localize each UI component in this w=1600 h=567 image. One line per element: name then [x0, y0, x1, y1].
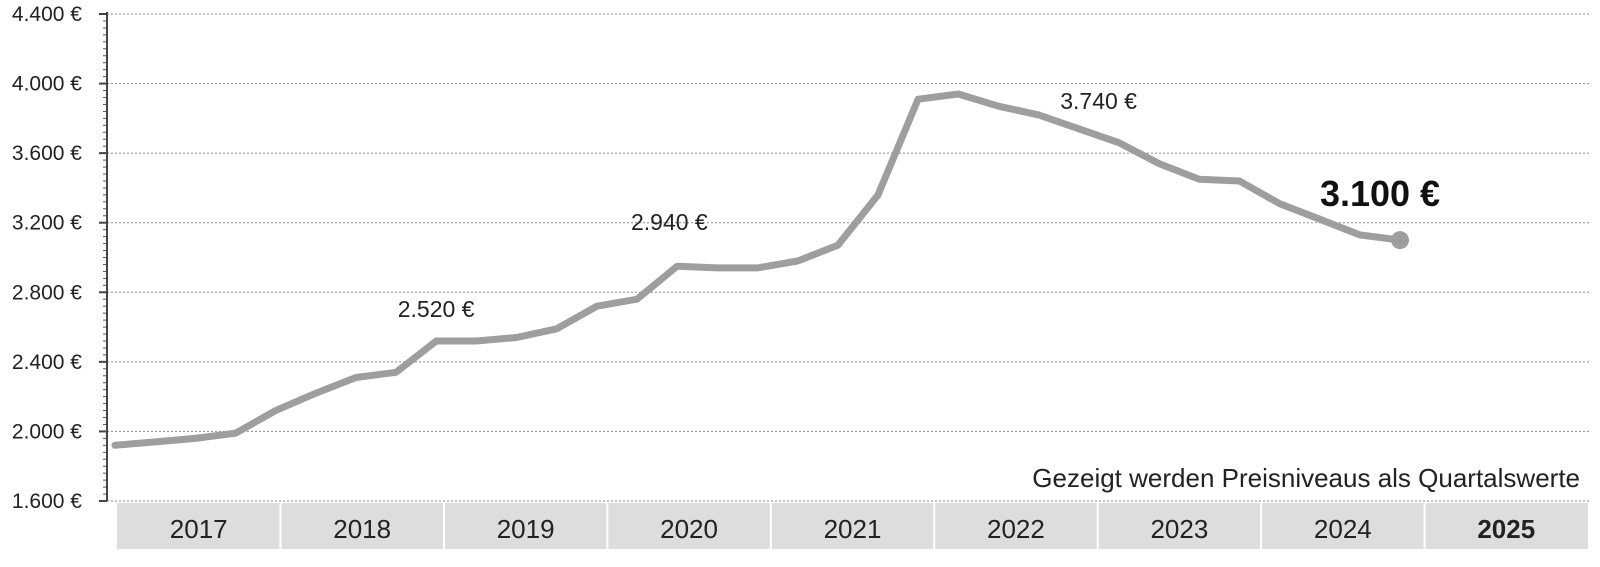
year-cell [1261, 503, 1425, 549]
x-tick-label: 2020 [660, 514, 718, 544]
x-axis-year-band: 2017 2018 2019 2020 2021 2022 2023 2024 2025 [117, 503, 1588, 549]
series-line [111, 90, 1409, 449]
year-cell [117, 503, 281, 549]
end-point-marker [1391, 231, 1409, 250]
annotations: 2.520 € 2.940 € 3.740 € 3.100 € [398, 88, 1440, 322]
x-tick-label: 2022 [987, 514, 1045, 544]
x-tick-label: 2021 [824, 514, 882, 544]
year-cell [1097, 503, 1262, 549]
data-label: 2.940 € [631, 209, 708, 235]
chart-note: Gezeigt werden Preisniveaus als Quartals… [1032, 463, 1580, 493]
y-axis: 1.600 € 2.000 € 2.400 € 2.800 € 3.200 € 3.600… [12, 3, 108, 513]
y-tick-label: 4.000 € [12, 73, 82, 96]
year-cell [443, 503, 608, 549]
y-tick-label: 1.600 € [12, 490, 82, 513]
year-cell [934, 503, 1098, 549]
year-cell [770, 503, 935, 549]
x-tick-label: 2019 [497, 514, 555, 544]
series-line-path [111, 90, 1404, 449]
x-tick-label: 2024 [1314, 514, 1372, 544]
year-cell [607, 503, 771, 549]
y-tick-label: 3.200 € [12, 212, 82, 235]
gridlines [107, 13, 1590, 502]
y-tick-label: 4.400 € [12, 3, 82, 26]
data-label: 3.740 € [1060, 88, 1137, 114]
x-tick-label: 2018 [333, 514, 391, 544]
y-tick-label: 2.000 € [12, 420, 82, 443]
x-tick-label: 2017 [170, 514, 228, 544]
x-tick-label: 2023 [1150, 514, 1208, 544]
y-tick-label: 2.800 € [12, 281, 82, 304]
y-tick-label: 3.600 € [12, 142, 82, 165]
year-cell [1424, 503, 1588, 549]
x-tick-label: 2025 [1477, 514, 1535, 544]
current-value-label: 3.100 € [1320, 173, 1440, 214]
year-cell [280, 503, 444, 549]
data-label: 2.520 € [398, 296, 475, 322]
y-tick-label: 2.400 € [12, 351, 82, 374]
